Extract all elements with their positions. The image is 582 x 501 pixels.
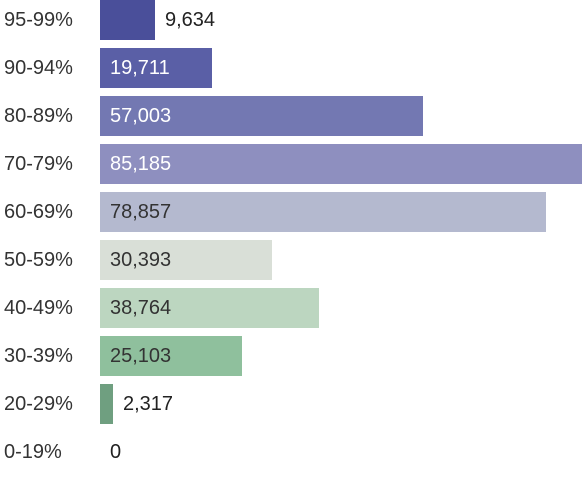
value-label: 38,764: [110, 297, 172, 319]
bar-row: 70-79% 85,185: [0, 144, 582, 184]
value-label: 57,003: [110, 105, 172, 127]
bar-row: 50-59% 30,393: [0, 240, 582, 280]
category-label: 20-29%: [4, 393, 73, 415]
bar: [100, 240, 272, 280]
bar-row: 20-29% 2,317: [0, 384, 582, 424]
value-label: 19,711: [110, 57, 170, 79]
category-label: 70-79%: [4, 153, 73, 175]
bar: [100, 192, 546, 232]
value-label: 30,393: [110, 249, 172, 271]
bar: [100, 0, 155, 40]
bar-row: 30-39% 25,103: [0, 336, 582, 376]
bar: [100, 96, 423, 136]
value-label: 78,857: [110, 201, 172, 223]
value-label: 85,185: [110, 153, 172, 175]
category-label: 80-89%: [4, 105, 73, 127]
category-label: 90-94%: [4, 57, 73, 79]
bar: [100, 288, 319, 328]
bar: [100, 336, 242, 376]
category-label: 40-49%: [4, 297, 73, 319]
value-label: 9,634: [165, 9, 216, 31]
bar: [100, 144, 582, 184]
category-label: 0-19%: [4, 441, 62, 463]
bar-row: 95-99% 9,634: [0, 0, 582, 40]
value-label: 25,103: [110, 345, 172, 367]
category-label: 60-69%: [4, 201, 73, 223]
bar-row: 0-19% 0: [0, 432, 582, 472]
bar-row: 40-49% 38,764: [0, 288, 582, 328]
value-label: 0: [110, 441, 122, 463]
bar-row: 80-89% 57,003: [0, 96, 582, 136]
category-label: 95-99%: [4, 9, 73, 31]
bar: [100, 48, 212, 88]
category-label: 50-59%: [4, 249, 73, 271]
bar-row: 90-94% 19,711: [0, 48, 582, 88]
bar-row: 60-69% 78,857: [0, 192, 582, 232]
bar: [100, 384, 113, 424]
category-label: 30-39%: [4, 345, 73, 367]
value-label: 2,317: [123, 393, 174, 415]
